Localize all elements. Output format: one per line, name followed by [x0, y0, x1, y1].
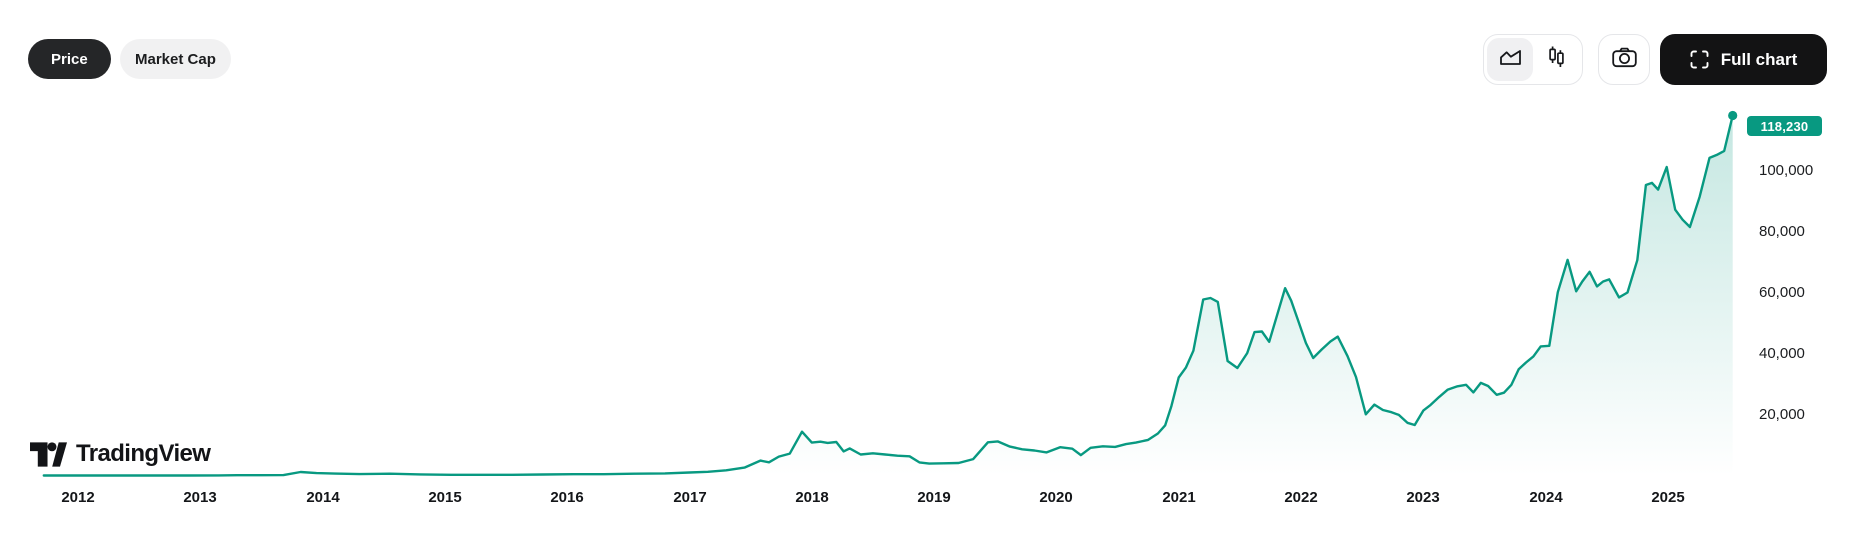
- price-line: [42, 114, 1734, 477]
- x-axis-label: 2012: [61, 489, 95, 506]
- x-axis-label: 2025: [1651, 489, 1685, 506]
- x-axis-label: 2021: [1162, 489, 1196, 506]
- x-axis-label: 2017: [673, 489, 707, 506]
- x-axis-label: 2019: [917, 489, 951, 506]
- area-chart-type-button[interactable]: [1487, 38, 1533, 81]
- candlestick-chart-type-button[interactable]: [1533, 38, 1579, 81]
- last-price-dot: [1728, 110, 1738, 121]
- snapshot-camera-button[interactable]: [1598, 34, 1650, 85]
- tradingview-logo-icon: [30, 441, 67, 467]
- x-axis-label: 2014: [306, 489, 340, 506]
- candlestick-icon: [1548, 46, 1565, 73]
- y-axis-label: 80,000: [1759, 223, 1805, 240]
- x-axis-label: 2022: [1284, 489, 1318, 506]
- x-axis-label: 2023: [1406, 489, 1440, 506]
- x-axis-label: 2024: [1529, 489, 1563, 506]
- current-price-badge: 118,230: [1747, 116, 1822, 136]
- y-axis-label: 60,000: [1759, 284, 1805, 301]
- tab-price[interactable]: Price: [28, 39, 111, 79]
- x-axis-label: 2015: [428, 489, 462, 506]
- camera-icon: [1611, 47, 1637, 73]
- x-axis-label: 2020: [1039, 489, 1073, 506]
- chart-type-toggle: [1483, 34, 1583, 85]
- full-chart-button[interactable]: Full chart: [1660, 34, 1827, 85]
- fullscreen-icon: [1690, 50, 1709, 69]
- tradingview-logo-text: TradingView: [76, 440, 211, 467]
- full-chart-label: Full chart: [1720, 49, 1798, 69]
- x-axis-label: 2016: [550, 489, 584, 506]
- tab-market-cap[interactable]: Market Cap: [120, 39, 231, 79]
- y-axis-label: 20,000: [1759, 406, 1805, 423]
- x-axis-label: 2013: [183, 489, 217, 506]
- area-chart-icon: [1499, 48, 1522, 71]
- y-axis-label: 40,000: [1759, 345, 1805, 362]
- area-fill: [43, 115, 1733, 476]
- tradingview-logo[interactable]: TradingView: [30, 440, 211, 468]
- y-axis-label: 100,000: [1759, 162, 1814, 179]
- x-axis-label: 2018: [795, 489, 829, 506]
